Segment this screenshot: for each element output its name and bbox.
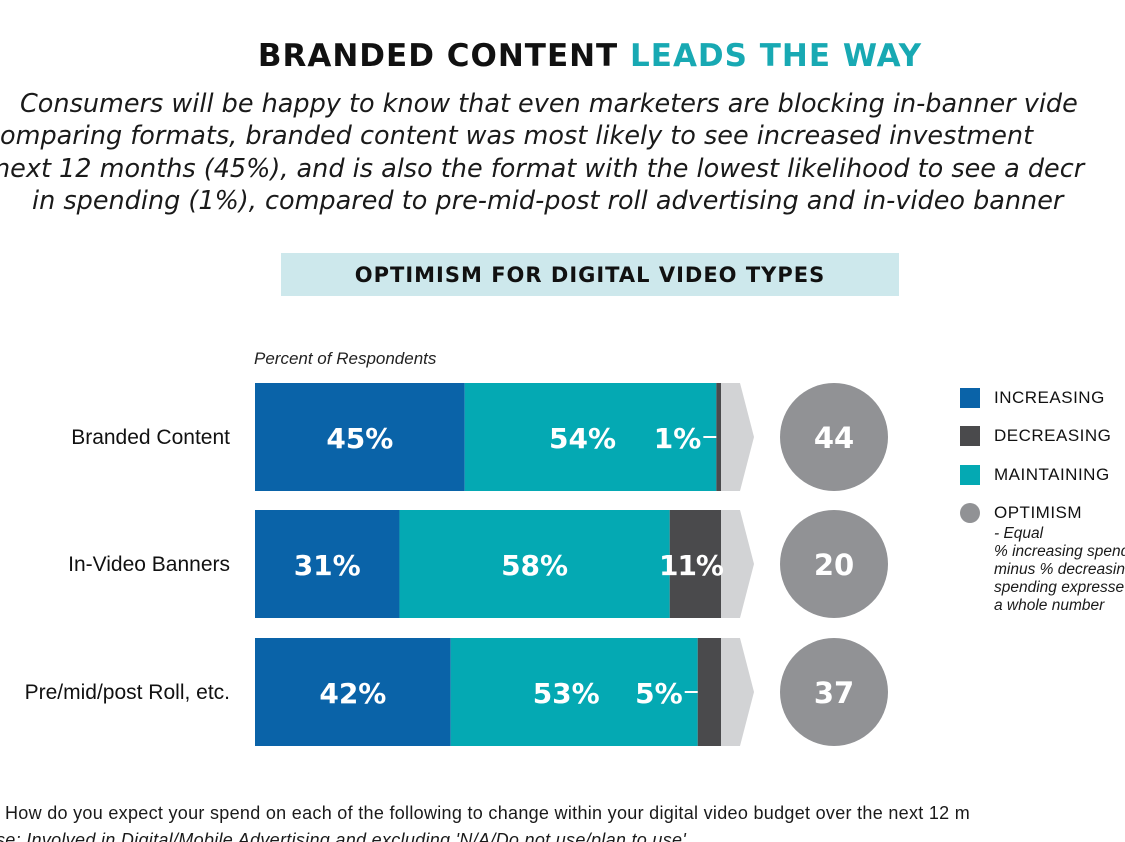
- legend-label-maintaining: MAINTAINING: [994, 465, 1110, 484]
- legend-swatch-maintaining: [960, 465, 980, 485]
- legend-desc: a whole number: [994, 597, 1105, 614]
- optimism-value: 37: [814, 676, 854, 710]
- bar-segment-increasing: [255, 510, 400, 618]
- legend-swatch-optimism: [960, 503, 980, 523]
- data-label-maintaining: 58%: [501, 549, 568, 582]
- legend-item-optimism: OPTIMISM - Equal % increasing spend minu…: [960, 503, 1125, 615]
- optimism-value: 44: [814, 421, 854, 455]
- optimism-circle: [780, 638, 888, 746]
- chart-title: OPTIMISM FOR DIGITAL VIDEO TYPES: [354, 262, 826, 287]
- data-label-decreasing: 1%: [654, 422, 702, 455]
- headline-part2: LEADS THE WAY: [630, 38, 923, 74]
- bar-segment-increasing: [255, 638, 451, 746]
- legend-item-increasing: INCREASING: [960, 388, 1105, 408]
- category-label: Branded Content: [71, 426, 230, 449]
- legend-desc: - Equal: [994, 525, 1044, 542]
- legend-swatch-increasing: [960, 388, 980, 408]
- legend-desc: spending expresse: [994, 579, 1125, 596]
- bar-segment-decreasing: [697, 638, 721, 746]
- bar-segment-decreasing: [669, 510, 721, 618]
- footnote-base: se: Involved in Digital/Mobile Advertisi…: [0, 830, 687, 842]
- bar-segment-increasing: [255, 383, 465, 491]
- chart: Branded Content 45% 54% 1% 44 In-Video Banner…: [25, 383, 888, 746]
- optimism-value: 20: [814, 548, 854, 582]
- bar-segment-maintaining: [450, 638, 698, 746]
- bar-arrow-tip: [721, 638, 754, 746]
- legend-item-decreasing: DECREASING: [960, 426, 1111, 446]
- intro-paragraph: Consumers will be happy to know that eve…: [0, 88, 1125, 220]
- legend-label-decreasing: DECREASING: [994, 426, 1112, 445]
- intro-line: comparing formats, branded content was m…: [0, 121, 1034, 151]
- bar-segment-maintaining: [399, 510, 670, 618]
- data-label-maintaining: 54%: [549, 422, 616, 455]
- bar-arrow-tip: [721, 383, 754, 491]
- intro-line: in spending (1%), compared to pre-mid-po…: [32, 186, 1064, 216]
- axis-caption: Percent of Respondents: [254, 349, 437, 368]
- data-label-maintaining: 53%: [533, 677, 600, 710]
- headline: BRANDED CONTENT LEADS THE WAY: [0, 38, 1125, 74]
- intro-line: next 12 months (45%), and is also the fo…: [0, 154, 1085, 184]
- data-label-increasing: 42%: [319, 677, 386, 710]
- legend-desc: % increasing spend: [994, 543, 1125, 560]
- headline-part1: BRANDED CONTENT: [257, 38, 619, 74]
- bar-segment-decreasing: [716, 383, 721, 491]
- optimism-circle: [780, 510, 888, 618]
- optimism-circle: [780, 383, 888, 491]
- legend-label-increasing: INCREASING: [994, 388, 1105, 407]
- chart-title-banner: OPTIMISM FOR DIGITAL VIDEO TYPES: [281, 253, 899, 296]
- footnote-question: How do you expect your spend on each of …: [5, 803, 971, 823]
- data-label-decreasing: 11%: [659, 549, 724, 582]
- legend-swatch-decreasing: [960, 426, 980, 446]
- category-label: Pre/mid/post Roll, etc.: [25, 681, 230, 704]
- legend-label-optimism: OPTIMISM: [994, 503, 1083, 522]
- legend-desc: minus % decreasin: [994, 561, 1125, 578]
- category-label: In-Video Banners: [68, 553, 230, 576]
- legend-item-maintaining: MAINTAINING: [960, 465, 1110, 485]
- bar-arrow-tip: [721, 510, 754, 618]
- bar-segment-maintaining: [464, 383, 717, 491]
- data-label-increasing: 45%: [326, 422, 393, 455]
- data-label-decreasing: 5%: [635, 677, 683, 710]
- intro-line: Consumers will be happy to know that eve…: [20, 89, 1078, 119]
- data-label-increasing: 31%: [294, 549, 361, 582]
